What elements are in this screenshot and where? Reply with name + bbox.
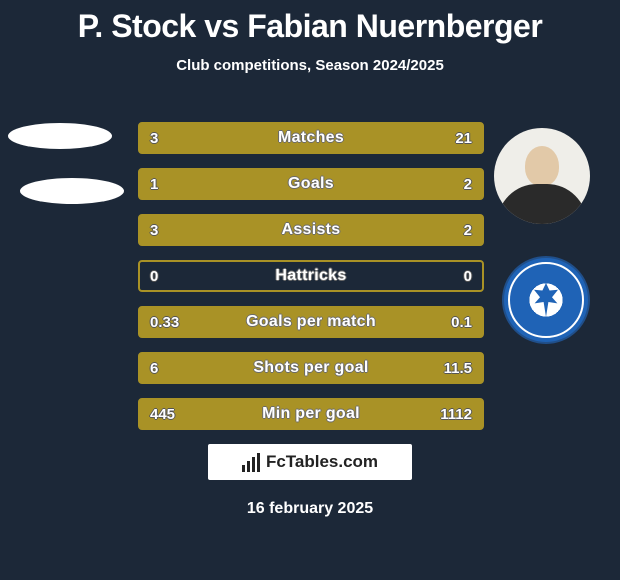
stat-label: Min per goal bbox=[140, 405, 482, 423]
brand-badge: FcTables.com bbox=[208, 444, 412, 480]
stat-label: Matches bbox=[140, 129, 482, 147]
club-crest-icon bbox=[531, 283, 561, 317]
stat-row: 32Assists bbox=[138, 214, 484, 246]
stat-label: Hattricks bbox=[140, 267, 482, 285]
stat-row: 4451112Min per goal bbox=[138, 398, 484, 430]
stat-label: Assists bbox=[140, 221, 482, 239]
avatar-left-shape-1 bbox=[8, 123, 112, 149]
stat-label: Goals per match bbox=[140, 313, 482, 331]
brand-text: FcTables.com bbox=[266, 452, 378, 472]
stat-label: Goals bbox=[140, 175, 482, 193]
page-subtitle: Club competitions, Season 2024/2025 bbox=[0, 57, 620, 74]
page-title: P. Stock vs Fabian Nuernberger bbox=[0, 0, 620, 45]
stat-row: 00Hattricks bbox=[138, 260, 484, 292]
avatar-left-shape-2 bbox=[20, 178, 124, 204]
stat-row: 611.5Shots per goal bbox=[138, 352, 484, 384]
club-badge-right bbox=[502, 256, 590, 344]
avatar-right bbox=[494, 128, 590, 224]
chart-icon bbox=[242, 452, 260, 472]
stat-row: 12Goals bbox=[138, 168, 484, 200]
footer-date: 16 february 2025 bbox=[0, 500, 620, 518]
stat-row: 0.330.1Goals per match bbox=[138, 306, 484, 338]
stats-bars: 321Matches 12Goals 32Assists 00Hattricks 0.3… bbox=[138, 122, 484, 430]
stat-label: Shots per goal bbox=[140, 359, 482, 377]
stat-row: 321Matches bbox=[138, 122, 484, 154]
